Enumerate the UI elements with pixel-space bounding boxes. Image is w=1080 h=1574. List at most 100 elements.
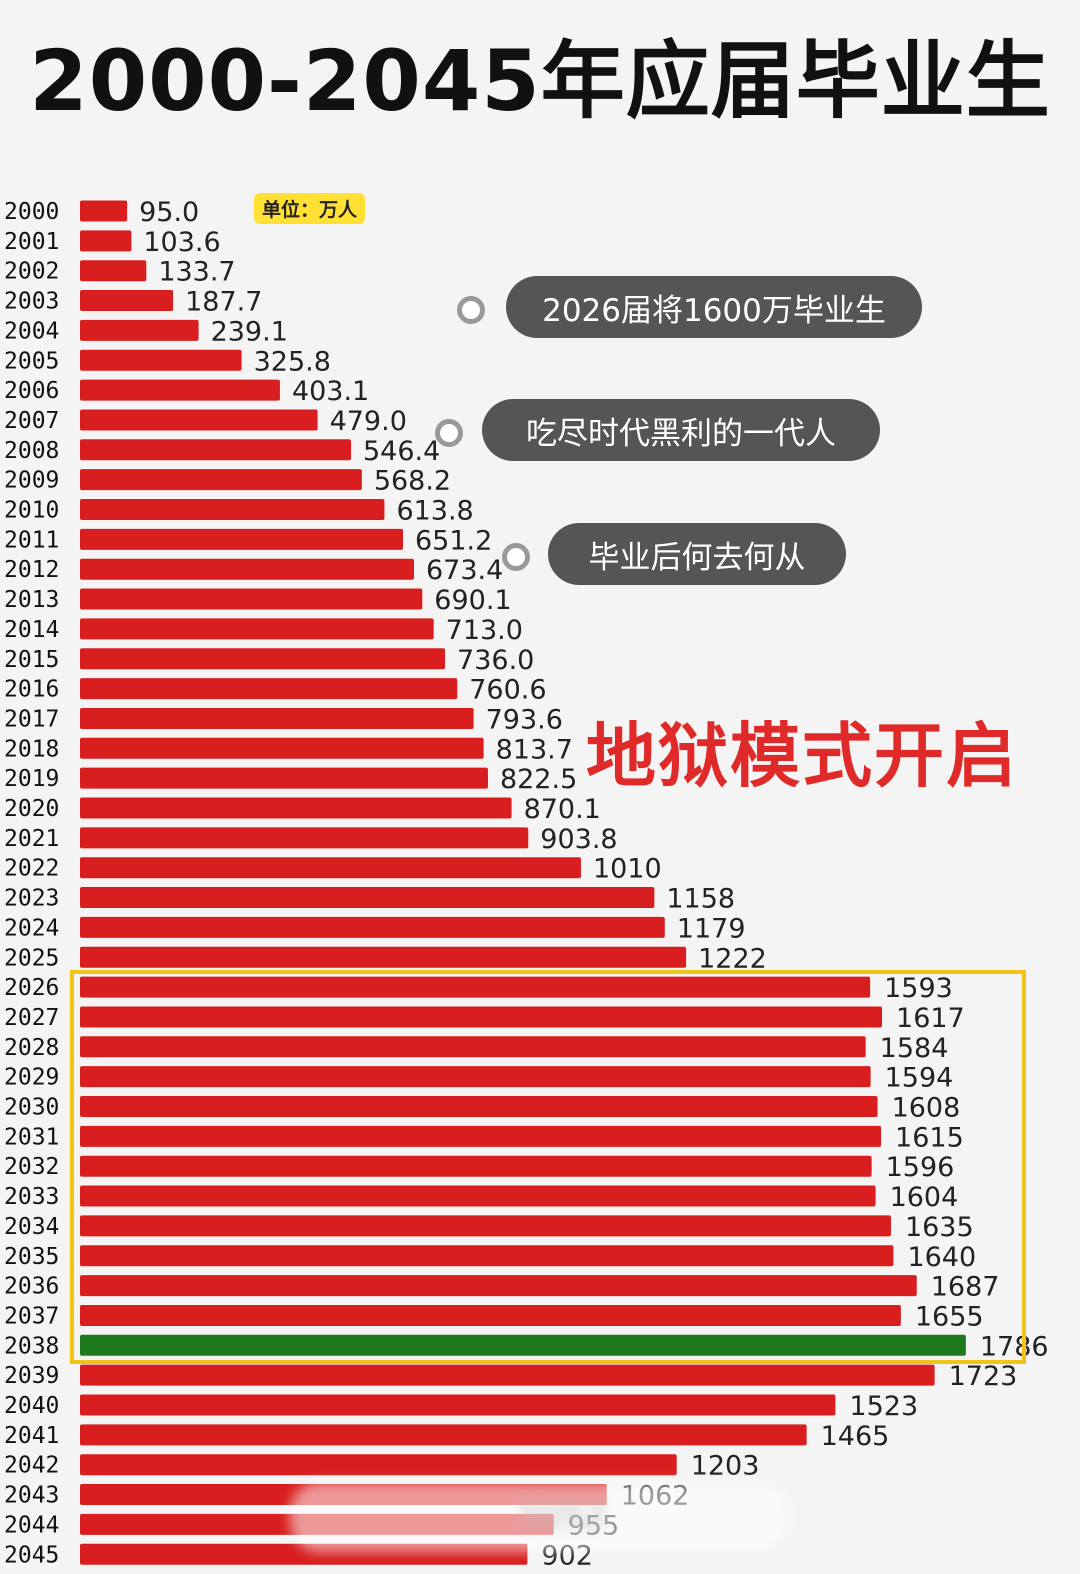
bubble-3-marker — [502, 543, 530, 571]
bubble-1: 2026届将1600万毕业生 — [506, 276, 922, 338]
data-label-2024: 1179 — [677, 913, 746, 944]
bar-2035 — [80, 1245, 894, 1267]
data-label-2023: 1158 — [666, 884, 735, 915]
tick-label-2027: 2027 — [4, 1005, 59, 1031]
data-label-2008: 546.4 — [363, 436, 440, 467]
bar-2028 — [80, 1036, 866, 1058]
data-label-2021: 903.8 — [540, 824, 617, 855]
bar-2011 — [80, 528, 403, 550]
data-label-2012: 673.4 — [426, 555, 503, 586]
tick-label-2005: 2005 — [4, 348, 59, 374]
tick-label-2001: 2001 — [4, 229, 59, 255]
bar-2042 — [80, 1454, 677, 1476]
data-label-2028: 1584 — [880, 1033, 949, 1064]
data-label-2015: 736.0 — [457, 645, 534, 676]
tick-label-2032: 2032 — [4, 1154, 59, 1180]
tick-label-2040: 2040 — [4, 1393, 59, 1419]
tick-label-2033: 2033 — [4, 1184, 59, 1210]
data-label-2042: 1203 — [691, 1451, 760, 1482]
bar-2004 — [80, 319, 199, 341]
watermark-text: 5052 — [520, 1496, 607, 1536]
bar-2000 — [80, 200, 128, 222]
bar-2008 — [80, 439, 352, 461]
highlight-box-2026-2038 — [70, 970, 1026, 1364]
tick-label-2004: 2004 — [4, 318, 59, 344]
bar-2037 — [80, 1304, 901, 1326]
tick-label-2010: 2010 — [4, 498, 59, 524]
tick-label-2044: 2044 — [4, 1512, 59, 1538]
data-label-2030: 1608 — [892, 1093, 961, 1124]
bar-2033 — [80, 1185, 876, 1207]
tick-label-2036: 2036 — [4, 1274, 59, 1300]
tick-label-2031: 2031 — [4, 1124, 59, 1150]
tick-label-2035: 2035 — [4, 1244, 59, 1270]
tick-label-2014: 2014 — [4, 617, 59, 643]
data-label-2003: 187.7 — [185, 287, 262, 318]
bar-2020 — [80, 797, 512, 819]
bubble-1-marker — [457, 296, 485, 324]
bar-2007 — [80, 409, 318, 431]
data-label-2041: 1465 — [821, 1421, 890, 1452]
data-label-2018: 813.7 — [496, 734, 573, 765]
data-label-2034: 1635 — [905, 1212, 974, 1243]
tick-label-2029: 2029 — [4, 1065, 59, 1091]
tick-label-2017: 2017 — [4, 706, 59, 732]
bubble-2: 吃尽时代黑利的一代人 — [482, 399, 880, 461]
tick-label-2000: 2000 — [4, 199, 59, 225]
bar-2038 — [80, 1334, 966, 1356]
data-label-2035: 1640 — [907, 1242, 976, 1273]
tick-label-2019: 2019 — [4, 766, 59, 792]
tick-label-2028: 2028 — [4, 1035, 59, 1061]
data-label-2033: 1604 — [890, 1182, 959, 1213]
tick-label-2023: 2023 — [4, 886, 59, 912]
data-label-2039: 1723 — [949, 1361, 1018, 1392]
tick-label-2008: 2008 — [4, 438, 59, 464]
data-label-2005: 325.8 — [254, 346, 331, 377]
tick-label-2037: 2037 — [4, 1303, 59, 1329]
tick-label-2030: 2030 — [4, 1095, 59, 1121]
tick-label-2026: 2026 — [4, 975, 59, 1001]
data-label-2036: 1687 — [931, 1272, 1000, 1303]
bar-2036 — [80, 1275, 917, 1297]
data-label-2007: 479.0 — [330, 406, 407, 437]
data-label-2031: 1615 — [895, 1122, 964, 1153]
bar-2010 — [80, 499, 385, 520]
tick-label-2042: 2042 — [4, 1453, 59, 1479]
tick-label-2007: 2007 — [4, 408, 59, 434]
bar-2031 — [80, 1125, 882, 1147]
bar-2016 — [80, 678, 458, 700]
bar-2040 — [80, 1394, 836, 1416]
tick-label-2024: 2024 — [4, 915, 59, 941]
bar-2027 — [80, 1006, 883, 1028]
tick-label-2003: 2003 — [4, 289, 59, 315]
bar-2022 — [80, 857, 581, 879]
bubble-3: 毕业后何去何从 — [548, 523, 846, 585]
data-label-2040: 1523 — [849, 1391, 918, 1422]
bubble-2-marker — [435, 419, 463, 447]
chart-title: 2000-2045年应届毕业生 — [29, 32, 1051, 130]
bar-2034 — [80, 1215, 891, 1237]
bar-2025 — [80, 946, 687, 968]
data-label-2016: 760.6 — [469, 675, 546, 706]
data-label-2019: 822.5 — [500, 764, 577, 795]
data-label-2002: 133.7 — [158, 257, 235, 288]
bar-2015 — [80, 648, 446, 670]
tick-label-2043: 2043 — [4, 1483, 59, 1509]
tick-label-2039: 2039 — [4, 1363, 59, 1389]
bar-2024 — [80, 916, 665, 938]
data-label-2006: 403.1 — [292, 376, 369, 407]
data-label-2032: 1596 — [886, 1152, 955, 1183]
data-label-2014: 713.0 — [446, 615, 523, 646]
data-label-2001: 103.6 — [143, 227, 220, 258]
bar-2026 — [80, 976, 871, 998]
bar-2005 — [80, 349, 242, 371]
data-label-2025: 1222 — [698, 943, 767, 974]
data-label-2037: 1655 — [915, 1301, 984, 1332]
tick-label-2013: 2013 — [4, 587, 59, 613]
tick-label-2011: 2011 — [4, 527, 59, 553]
tick-label-2016: 2016 — [4, 677, 59, 703]
bar-2013 — [80, 588, 423, 610]
data-label-2017: 793.6 — [486, 704, 563, 735]
headline: 地狱模式开启 — [586, 715, 1018, 797]
